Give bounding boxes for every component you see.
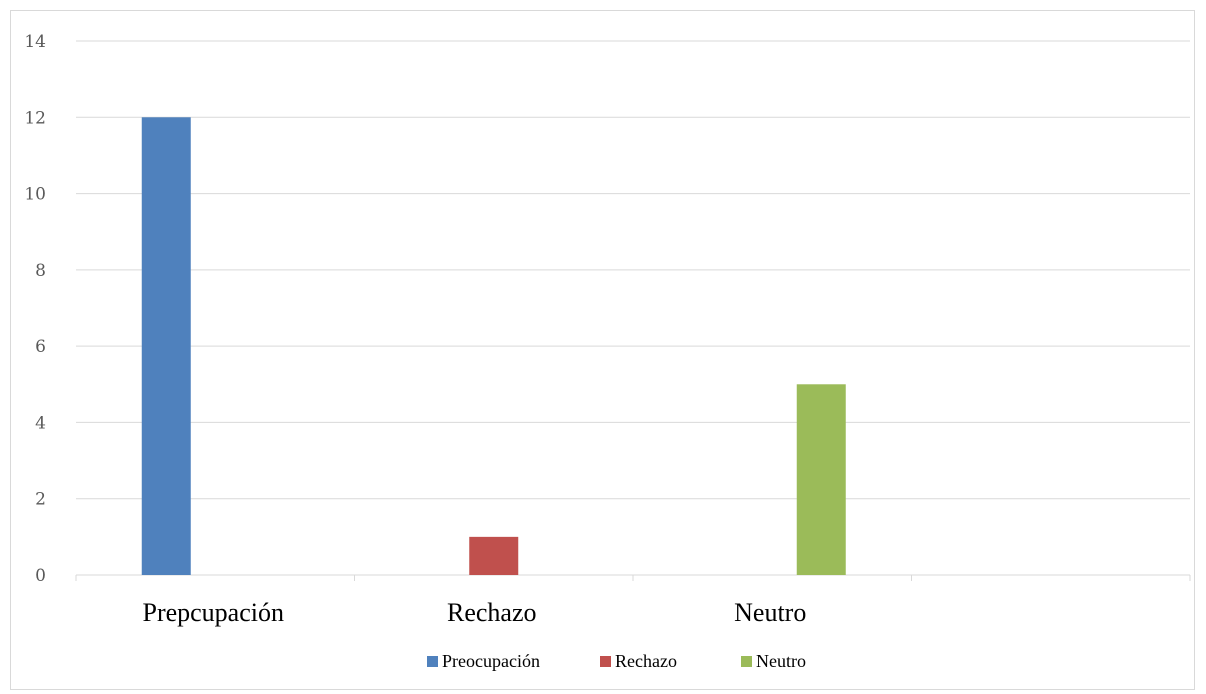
legend-label: Preocupación — [442, 651, 540, 671]
legend-swatch — [741, 656, 752, 667]
gridlines — [76, 40, 1190, 500]
y-tick-label: 10 — [24, 185, 46, 205]
y-tick-label: 4 — [35, 413, 46, 433]
y-tick-label: 6 — [35, 337, 46, 357]
y-tick-label: 0 — [35, 566, 46, 586]
bars — [141, 117, 846, 576]
bar-rechazo — [469, 536, 519, 575]
bar-neutro — [796, 384, 846, 575]
y-axis-ticks: 0 2 4 6 8 10 12 14 — [24, 32, 46, 586]
category-label: Prepcupación — [142, 598, 284, 627]
y-tick-label: 14 — [24, 32, 46, 52]
y-tick-label: 12 — [24, 108, 46, 128]
category-labels: Prepcupación Rechazo Neutro — [142, 598, 806, 627]
bar-preocupación — [141, 117, 191, 576]
legend-label: Neutro — [756, 651, 806, 671]
legend-swatch — [427, 656, 438, 667]
x-axis — [75, 574, 1191, 581]
category-label: Neutro — [734, 598, 806, 627]
y-tick-label: 8 — [35, 261, 46, 281]
legend: Preocupación Rechazo Neutro — [427, 651, 806, 671]
legend-swatch — [600, 656, 611, 667]
y-tick-label: 2 — [35, 490, 46, 510]
legend-label: Rechazo — [615, 651, 677, 671]
category-label: Rechazo — [447, 598, 537, 627]
chart-frame — [10, 10, 1195, 690]
